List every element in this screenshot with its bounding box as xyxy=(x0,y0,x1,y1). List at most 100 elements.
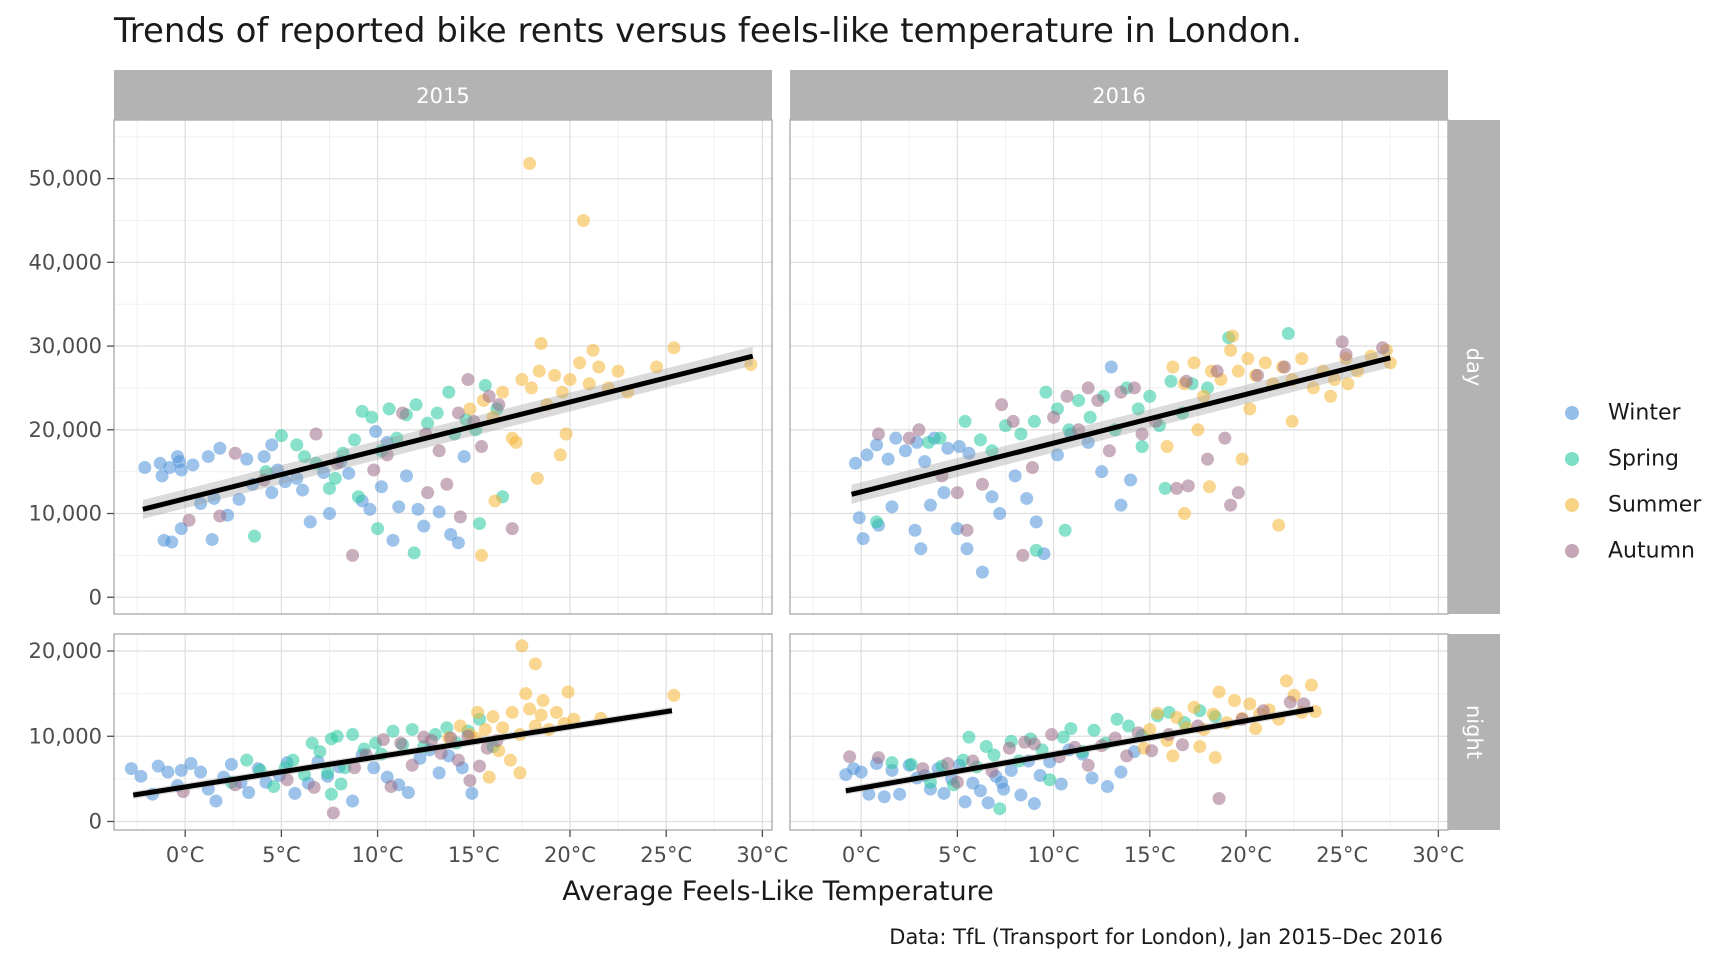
data-point xyxy=(515,639,529,653)
data-point xyxy=(1122,719,1136,733)
data-point xyxy=(958,795,972,809)
data-point xyxy=(1056,730,1070,744)
data-point xyxy=(174,763,188,777)
trend-line xyxy=(142,353,754,512)
data-point xyxy=(1127,381,1141,395)
data-point xyxy=(392,500,406,514)
data-point xyxy=(1095,465,1109,479)
data-point xyxy=(390,431,404,445)
data-point xyxy=(488,494,502,508)
data-point xyxy=(1143,722,1157,736)
data-point xyxy=(213,509,227,523)
panel-2016-day xyxy=(789,119,1449,615)
data-point xyxy=(1047,410,1061,424)
data-point xyxy=(1043,773,1057,787)
data-point xyxy=(1050,448,1064,462)
data-point xyxy=(134,769,148,783)
data-point xyxy=(432,766,446,780)
y-tick-label: 30,000 xyxy=(29,334,102,358)
data-point xyxy=(995,775,1009,789)
data-point xyxy=(1191,423,1205,437)
data-point xyxy=(367,463,381,477)
data-point xyxy=(305,736,319,750)
data-point xyxy=(1008,469,1022,483)
data-point xyxy=(478,378,492,392)
y-tick-label: 0 xyxy=(89,809,102,833)
data-point xyxy=(421,486,435,500)
data-point xyxy=(1218,431,1232,445)
x-tick-label: 25°C xyxy=(640,843,692,867)
data-point xyxy=(386,724,400,738)
panel-2015-day: 0 10,000 20,000 30,000 40,000 50,000 xyxy=(29,119,773,615)
data-point xyxy=(862,787,876,801)
data-point xyxy=(165,535,179,549)
data-point xyxy=(1085,771,1099,785)
data-point xyxy=(496,721,510,735)
data-point xyxy=(374,480,388,494)
y-tick-label: 50,000 xyxy=(29,167,102,191)
data-point xyxy=(1091,393,1105,407)
data-point xyxy=(274,429,288,443)
data-point xyxy=(355,404,369,418)
data-point xyxy=(744,357,758,371)
data-point xyxy=(1224,343,1238,357)
data-point xyxy=(399,469,413,483)
data-point xyxy=(417,519,431,533)
data-point xyxy=(611,364,625,378)
data-point xyxy=(1306,381,1320,395)
data-point xyxy=(1081,758,1095,772)
data-point xyxy=(1224,498,1238,512)
data-point xyxy=(1020,491,1034,505)
data-point xyxy=(386,533,400,547)
x-tick-label: 10°C xyxy=(1028,843,1080,867)
data-point xyxy=(346,548,360,562)
panel-border xyxy=(789,119,1449,615)
data-point xyxy=(950,522,964,536)
data-point xyxy=(376,733,390,747)
panel-border xyxy=(113,119,773,615)
data-point xyxy=(902,431,916,445)
data-point xyxy=(958,414,972,428)
data-point xyxy=(916,762,930,776)
data-point xyxy=(881,452,895,466)
data-point xyxy=(1114,765,1128,779)
x-tick-label: 10°C xyxy=(352,843,404,867)
data-point xyxy=(563,373,577,387)
panel-border xyxy=(113,633,773,831)
data-point xyxy=(937,786,951,800)
y-tick-label: 20,000 xyxy=(29,639,102,663)
data-point xyxy=(872,427,886,441)
data-point xyxy=(182,513,196,527)
data-point xyxy=(1158,481,1172,495)
data-point xyxy=(1135,427,1149,441)
data-point xyxy=(1016,548,1030,562)
data-point xyxy=(582,377,596,391)
data-point xyxy=(534,337,548,351)
facet-strip-2015 xyxy=(114,70,772,120)
data-point xyxy=(586,343,600,357)
data-point xyxy=(576,213,590,227)
y-tick-label: 20,000 xyxy=(29,418,102,442)
data-point xyxy=(872,751,886,765)
data-point xyxy=(1018,735,1032,749)
data-point xyxy=(205,532,219,546)
data-point xyxy=(161,765,175,779)
facet-strip-label: 2015 xyxy=(416,84,469,108)
data-point xyxy=(1029,543,1043,557)
data-point xyxy=(1187,356,1201,370)
data-point xyxy=(1175,738,1189,752)
data-point xyxy=(209,794,223,808)
data-point xyxy=(473,517,487,531)
y-tick-label: 10,000 xyxy=(29,724,102,748)
data-point xyxy=(885,756,899,770)
data-point xyxy=(1062,423,1076,437)
x-tick-label: 25°C xyxy=(1316,843,1368,867)
data-point xyxy=(297,450,311,464)
data-point xyxy=(973,433,987,447)
data-point xyxy=(937,486,951,500)
data-point xyxy=(1277,360,1291,374)
data-point xyxy=(444,527,458,541)
data-point xyxy=(1181,479,1195,493)
data-point xyxy=(995,398,1009,412)
data-point xyxy=(346,794,360,808)
